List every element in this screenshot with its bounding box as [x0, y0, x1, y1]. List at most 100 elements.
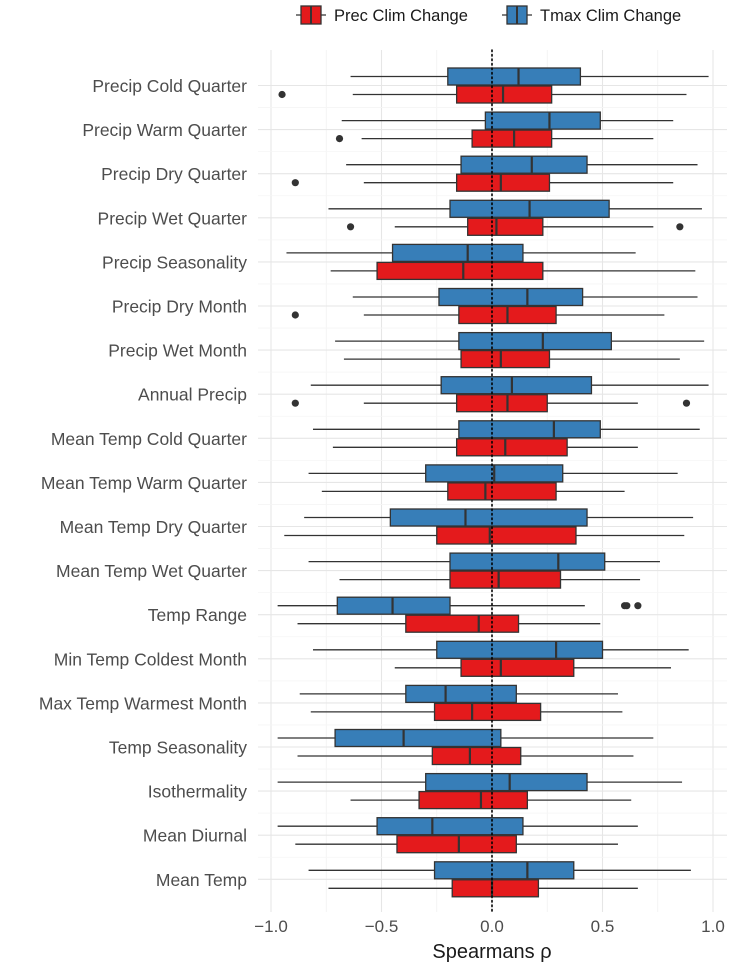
category-label: Temp Range [148, 605, 247, 625]
box-10 [284, 526, 685, 545]
category-label: Mean Temp Cold Quarter [51, 429, 247, 449]
box-13 [394, 658, 672, 677]
box-3 [346, 217, 684, 236]
x-axis-title: Spearmans ρ [432, 941, 551, 963]
category-label: Precip Seasonality [102, 252, 247, 272]
outlier-point [278, 90, 286, 99]
category-label: Annual Precip [138, 385, 247, 405]
box-iqr [436, 526, 577, 545]
box-14 [299, 684, 618, 704]
box-10 [304, 508, 694, 527]
legend-label: Tmax Clim Change [540, 7, 681, 25]
box-8 [332, 438, 638, 457]
outlier-point [676, 223, 684, 231]
box-5 [352, 287, 698, 307]
box-18 [328, 879, 638, 898]
box-17 [277, 817, 638, 836]
box-9 [321, 482, 625, 501]
box-iqr [458, 420, 601, 439]
x-tick-label: 0.0 [480, 917, 504, 936]
outlier-point [291, 311, 299, 319]
legend[interactable]: Prec Clim Change Tmax Clim Change [296, 5, 681, 25]
box-iqr [425, 772, 588, 792]
box-iqr [455, 173, 551, 192]
box-iqr [336, 596, 451, 615]
box-12 [277, 596, 642, 615]
x-tick-label: 1.0 [701, 917, 725, 936]
box-iqr [471, 129, 553, 148]
box-iqr [458, 331, 612, 351]
x-tick-label: −0.5 [365, 917, 399, 936]
category-label: Precip Dry Month [112, 297, 247, 317]
box-iqr [440, 376, 593, 395]
box-iqr [460, 155, 588, 174]
box-12 [297, 614, 601, 633]
category-label: Isothermality [148, 782, 247, 802]
category-label: Mean Temp Wet Quarter [56, 561, 247, 581]
outlier-point [634, 602, 642, 610]
legend-item[interactable]: Tmax Clim Change [502, 5, 681, 25]
category-label: Min Temp Coldest Month [54, 649, 247, 669]
x-tick-label: −1.0 [254, 917, 288, 936]
category-label: Precip Cold Quarter [92, 76, 247, 96]
box-4 [286, 243, 636, 263]
box-16 [350, 790, 632, 810]
series-prec-clim-change [278, 85, 696, 898]
category-label: Mean Temp [156, 870, 247, 890]
box-iqr [376, 817, 524, 836]
box-iqr [460, 658, 575, 677]
box-iqr [455, 394, 548, 413]
box-iqr [405, 684, 517, 704]
box-15 [277, 728, 654, 748]
box-6 [343, 349, 680, 369]
box-2 [346, 155, 698, 174]
outlier-point [623, 602, 631, 610]
box-iqr [376, 261, 544, 281]
box-4 [330, 261, 696, 281]
series-tmax-clim-change [277, 67, 709, 880]
box-iqr [455, 438, 568, 457]
box-iqr [418, 790, 529, 810]
category-labels: Precip Cold Quarter Precip Warm Quarter Pr… [39, 76, 247, 890]
box-iqr [460, 349, 551, 369]
box-9 [308, 464, 678, 483]
legend-item[interactable]: Prec Clim Change [296, 5, 468, 25]
category-label: Mean Temp Dry Quarter [60, 517, 248, 537]
box-16 [277, 772, 683, 792]
box-iqr [484, 111, 601, 130]
box-iqr [433, 702, 542, 722]
box-iqr [405, 614, 520, 633]
box-11 [308, 552, 660, 571]
outlier-point [346, 223, 355, 231]
category-label: Precip Wet Quarter [98, 208, 248, 228]
box-iqr [436, 640, 604, 659]
box-0 [350, 67, 709, 86]
category-label: Temp Seasonality [109, 738, 247, 758]
x-tick-label: 0.5 [591, 917, 615, 936]
box-1 [335, 129, 654, 148]
box-18 [308, 861, 691, 880]
category-label: Mean Temp Warm Quarter [41, 473, 247, 493]
box-7 [310, 376, 709, 395]
legend-label: Prec Clim Change [334, 7, 468, 25]
category-label: Precip Wet Month [108, 341, 247, 361]
category-label: Mean Diurnal [143, 826, 247, 846]
box-series [277, 67, 709, 898]
box-iqr [447, 67, 582, 86]
box-iqr [449, 552, 606, 571]
box-iqr [447, 482, 557, 501]
box-0 [278, 85, 687, 104]
box-iqr [438, 287, 584, 307]
box-iqr [389, 508, 588, 527]
box-iqr [334, 728, 502, 748]
box-iqr [431, 746, 522, 766]
box-11 [339, 570, 641, 589]
x-axis-ticks: −1.0 −0.5 0.0 0.5 1.0 [254, 917, 725, 936]
outlier-point [335, 135, 344, 143]
box-iqr [455, 85, 553, 104]
box-iqr [467, 217, 544, 236]
box-2 [291, 173, 674, 192]
box-iqr [433, 861, 575, 880]
box-iqr [449, 570, 562, 589]
